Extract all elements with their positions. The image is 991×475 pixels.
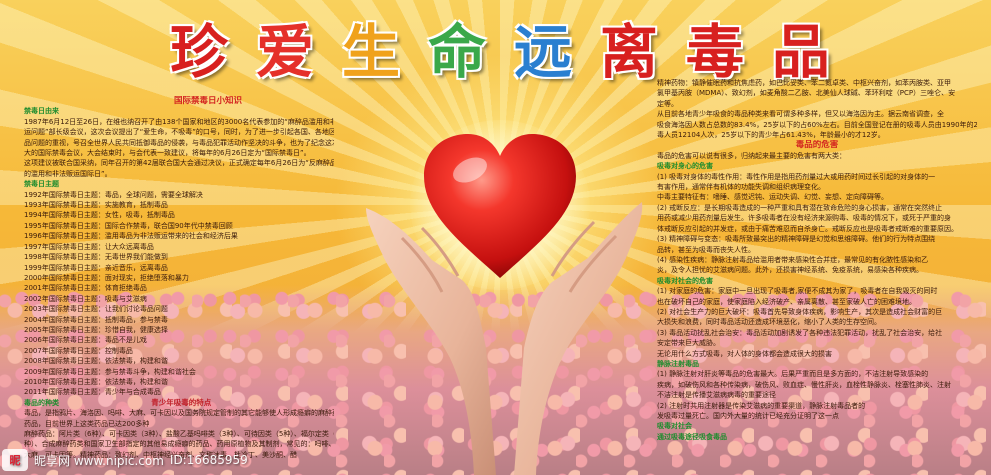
watermark-id: ID:16685959 bbox=[169, 453, 248, 467]
drug-types-line: 定等。 bbox=[657, 99, 678, 108]
section-heading-themes: 禁毒日主题 bbox=[24, 180, 59, 189]
theme-item: 2000年国际禁毒日主题：面对现实，拒绝堕落和暴力 bbox=[24, 273, 189, 282]
theme-item: 1999年国际禁毒日主题：亲近音乐，远离毒品 bbox=[24, 263, 168, 272]
section-heading-route: 通过吸毒途径吸食毒品 bbox=[657, 432, 727, 441]
section-heading-origin: 禁毒日由来 bbox=[24, 107, 59, 116]
social-harm-line: 大损失和浪费，同时毒品活动还造成环境恶化，缩小了人类的生存空间。 bbox=[657, 318, 881, 327]
theme-item: 2004年国际禁毒日主题：抵制毒品，参与禁毒 bbox=[24, 315, 168, 324]
poster-title: 珍 爱 生 命 远 离 毒 品 bbox=[170, 14, 830, 86]
social-harm-paragraph: (1) 对家庭的危害：家庭中一旦出现了吸毒者,家便不成其为家了，吸毒者在自我毁灭… bbox=[657, 286, 977, 359]
social-harm-line: 无论用什么方式吸毒，对人体的身体都会造成很大的损害 bbox=[657, 349, 832, 358]
types-line: 大麻、可卡因等。精神药品：致幻剂、中枢神经兴奋剂、文称冰毒、杜冷丁、美沙酮、醋 bbox=[24, 450, 297, 459]
theme-item: 1993年国际禁毒日主题：实施教育，抵制毒品 bbox=[24, 201, 168, 210]
theme-item: 2003年国际禁毒日主题：让我们讨论毒品问题 bbox=[24, 305, 168, 314]
harm-intro: 毒品的危害可以说有很多，归纳起来最主要的危害有两大类： bbox=[657, 151, 846, 160]
injection-line: 疾病，如破伤风和各种传染病，破伤风、败血症、慢性肝炎，血栓性静脉炎、栓塞性肺炎、… bbox=[657, 380, 951, 389]
body-harm-line: 炎，及令人担忧的艾滋病问题。此外，还损害神经系统、免疫系统，易感染各种疾病。 bbox=[657, 266, 923, 275]
body-harm-line: (1) 吸毒对身体的毒性作用：毒性作用是指用药剂量过大或用药时间过长引起的对身体… bbox=[657, 172, 936, 181]
social-harm-line: (2) 对社会生产力的巨大破坏：吸毒首先导致身体疾病，影响生产，其次是造成社会财… bbox=[657, 307, 943, 316]
title-char: 离 bbox=[599, 18, 658, 86]
theme-item: 1994年国际禁毒日主题：女性，吸毒，抵制毒品 bbox=[24, 211, 175, 220]
body-harm-line: 品转，甚至为吸毒而丧失人性。 bbox=[657, 245, 755, 254]
origin-line: 品问题的重视，号召全世界人民共同抵御毒品的侵袭，与毒品犯罪活动作坚决的斗争，也为… bbox=[24, 138, 334, 147]
section-heading-social-harm: 吸毒对社会的危害 bbox=[657, 276, 713, 285]
origin-line: 1987年6月12日至26日，在维也纳召开了由138个国家和地区的3000名代表… bbox=[24, 117, 334, 126]
title-char: 珍 bbox=[170, 18, 229, 86]
body-harm-line: (2) 戒断反应：是长期吸毒造成的一种严重和具有潜在致命危险的身心损害，通常在突… bbox=[657, 203, 943, 212]
origin-paragraph: 1987年6月12日至26日，在维也纳召开了由138个国家和地区的3000名代表… bbox=[24, 117, 334, 179]
body-harm-line: 体戒断反应引起的并发症，或由于痛苦难忍而自杀身亡。戒断反应也是吸毒者戒断难的重要… bbox=[657, 224, 958, 233]
theme-item: 1997年国际禁毒日主题：让大众远离毒品 bbox=[24, 242, 154, 251]
harm-heading: 毒品的危害 bbox=[795, 140, 839, 151]
section-note-youth: 青少年吸毒的特点 bbox=[151, 397, 212, 407]
flower-field-background bbox=[0, 285, 991, 475]
title-char: 毒 bbox=[685, 18, 744, 86]
title-char: 爱 bbox=[255, 18, 314, 86]
section-heading-society: 吸毒对社会 bbox=[657, 422, 692, 431]
types-line: 药品，目前世界上这类药品已达200多种 bbox=[24, 419, 150, 428]
title-char: 命 bbox=[427, 18, 486, 86]
watermark: 昵 昵享网 www.nipic.com ID:16685959 bbox=[2, 447, 252, 473]
theme-list: 1992年国际禁毒日主题：毒品，全球问题，需要全球解决 1993年国际禁毒日主题：… bbox=[24, 190, 334, 398]
body-harm-line: (4) 感染性疾病：静脉注射毒品给滥用者带来感染性合并症，最常见的有化脓性感染和… bbox=[657, 255, 929, 264]
social-harm-line: 也在破坏自己的家庭，使家庭陷入经济破产、亲属离散、甚至家破人亡的困难境地。 bbox=[657, 297, 916, 306]
watermark-text: 昵享网 www.nipic.com bbox=[34, 453, 164, 468]
drug-types-line: 毒人员12104人次，25岁以下的青少年占61.43%，年龄最小的才12岁。 bbox=[657, 131, 885, 140]
types-paragraph: 毒品，是指鸦片、海洛因、吗啡、大麻、可卡因以及国务院规定管制的其它能够使人形成瘾… bbox=[24, 408, 334, 460]
drug-types-line: 从目前各地青少年吸食的毒品种类来看可谓多种多样，但又以海洛因为主。据云南省调查，… bbox=[657, 110, 944, 119]
injection-line: 不洁注射是传播艾滋病病毒的重要途径 bbox=[657, 391, 776, 400]
theme-item: 1996年国际禁毒日主题：滥用毒品为非法贩运带来的社会和经济后果 bbox=[24, 232, 238, 241]
social-harm-line: (3) 毒品活动扰乱社会治安：毒品活动加剧诱发了各种违法犯罪活动，扰乱了社会治安… bbox=[657, 328, 943, 337]
drug-types-line: 精神药物：镇静催眠药和抗焦虑药，如巴比妥类、苯二氮卓类、中枢兴奋剂，如苯丙胺类、… bbox=[657, 79, 951, 87]
theme-item: 2010年国际禁毒日主题：依法禁毒，构建和谐 bbox=[24, 377, 168, 386]
theme-item: 2011年国际禁毒日主题：青少年与合成毒品 bbox=[24, 388, 161, 397]
theme-item: 2006年国际禁毒日主题：毒品不是儿戏 bbox=[24, 336, 147, 345]
social-harm-line: 安定带来巨大威胁。 bbox=[657, 339, 720, 348]
heart-icon bbox=[424, 134, 576, 278]
title-char: 生 bbox=[341, 18, 400, 86]
injection-paragraph: (1) 静脉注射对肝炎等毒品的危害最大。后果严重而且是多方面的，不洁注射导致感染… bbox=[657, 369, 977, 421]
theme-item: 2008年国际禁毒日主题：依法禁毒，构建和谐 bbox=[24, 357, 168, 366]
section-heading-injection: 静脉注射毒品 bbox=[657, 359, 699, 368]
theme-item: 2002年国际禁毒日主题：吸毒与艾滋病 bbox=[24, 294, 147, 303]
injection-line: 发吸毒过量死亡。国内外大量的统计已经充分证明了这一点 bbox=[657, 412, 839, 420]
left-text-column: 国际禁毒日小知识 禁毒日由来 1987年6月12日至26日，在维也纳召开了由13… bbox=[24, 96, 334, 460]
theme-item: 2007年国际禁毒日主题：控制毒品 bbox=[24, 346, 133, 355]
types-line: 麻醉药品：阿片类（6种）、可卡因类（3种）、盐酸乙基吗啡类（3种）、可待因类（5… bbox=[24, 430, 334, 438]
drug-types-line: 吸食海洛因人数占总数的83.4%，25岁以下的占60%左右。目前全国登记在册的吸… bbox=[657, 120, 977, 129]
drug-types-line: 氯甲基丙胺（MDMA）、致幻剂，如麦角酸二乙胺、北美仙人球碱、苯环利啶（PCP）… bbox=[657, 89, 956, 98]
theme-item: 2009年国际禁毒日主题：参与禁毒斗争，构建和谐社会 bbox=[24, 367, 196, 376]
section-heading-types: 毒品的种类 bbox=[24, 398, 59, 407]
theme-item: 1998年国际禁毒日主题：无毒世界我们能做到 bbox=[24, 253, 168, 262]
origin-line: 运问题”部长级会议，这次会议提出了“爱生命，不吸毒”的口号，同时，为了进一步引起… bbox=[24, 128, 334, 137]
body-harm-paragraph: (1) 吸毒对身体的毒性作用：毒性作用是指用药剂量过大或用药时间过长引起的对身体… bbox=[657, 172, 977, 276]
types-line: 种）、合成麻醉药类和国家卫生部指定的其他易成瘾癖的药品、药用原植物及其制剂，常见… bbox=[24, 440, 334, 449]
theme-item: 2001年国际禁毒日主题：体育拒绝毒品 bbox=[24, 284, 147, 293]
types-heading-row: 毒品的种类 青少年吸毒的特点 bbox=[24, 398, 334, 408]
types-line: 毒品，是指鸦片、海洛因、吗啡、大麻、可卡因以及国务院规定管制的其它能够使人形成瘾… bbox=[24, 409, 334, 418]
section-heading-body-harm: 吸毒对身心的危害 bbox=[657, 162, 713, 171]
body-harm-line: 中毒主要特征有：嗜睡、感觉迟钝、运动失调、幻觉、妄想、定向障碍等。 bbox=[657, 193, 888, 202]
drug-types-paragraph: 精神药物：镇静催眠药和抗焦虑药，如巴比妥类、苯二氮卓类、中枢兴奋剂，如苯丙胺类、… bbox=[657, 78, 977, 140]
body-harm-line: 有害作用，通常伴有机体的功能失调和组织病理变化。 bbox=[657, 183, 825, 192]
origin-line: 这项建议被联合国采纳，同年召开的第42届联合国大会通过决议，正式确定每年6月26… bbox=[24, 159, 334, 168]
title-char: 品 bbox=[771, 18, 830, 86]
body-harm-line: (3) 精神障碍与变态：吸毒所致最突出的精神障碍是幻觉和思维障碍。他们的行为特点… bbox=[657, 235, 936, 244]
body-harm-line: 用药或减少用药剂量后发生。许多吸毒者在没有经济来源购毒、吸毒的情况下，或死于严重… bbox=[657, 214, 951, 223]
cupped-hands-icon bbox=[366, 202, 643, 475]
watermark-logo: 昵 bbox=[2, 449, 28, 471]
right-text-column: 精神药物：镇静催眠药和抗焦虑药，如巴比妥类、苯二氮卓类、中枢兴奋剂，如苯丙胺类、… bbox=[657, 78, 977, 442]
left-heading: 国际禁毒日小知识 bbox=[174, 96, 243, 106]
theme-item: 2005年国际禁毒日主题：珍惜自我，健康选择 bbox=[24, 325, 168, 334]
origin-line: 的滥用和非法贩运国际日”。 bbox=[24, 169, 112, 178]
origin-line: 大的国际禁毒会议，大会结束时，与会代表一致建议，将每年的6月26日定为“国际禁毒… bbox=[24, 149, 311, 158]
injection-line: (2) 注射时共用注射器是传染艾滋病的重要渠道，静脉注射毒品者的 bbox=[657, 401, 866, 410]
social-harm-line: (1) 对家庭的危害：家庭中一旦出现了吸毒者,家便不成其为家了，吸毒者在自我毁灭… bbox=[657, 287, 938, 296]
theme-item: 1995年国际禁毒日主题：国际合作禁毒，联合国90年代中禁毒回顾 bbox=[24, 221, 233, 230]
theme-item: 1992年国际禁毒日主题：毒品，全球问题，需要全球解决 bbox=[24, 190, 203, 199]
title-char: 远 bbox=[513, 18, 572, 86]
injection-line: (1) 静脉注射对肝炎等毒品的危害最大。后果严重而且是多方面的，不洁注射导致感染… bbox=[657, 370, 929, 379]
